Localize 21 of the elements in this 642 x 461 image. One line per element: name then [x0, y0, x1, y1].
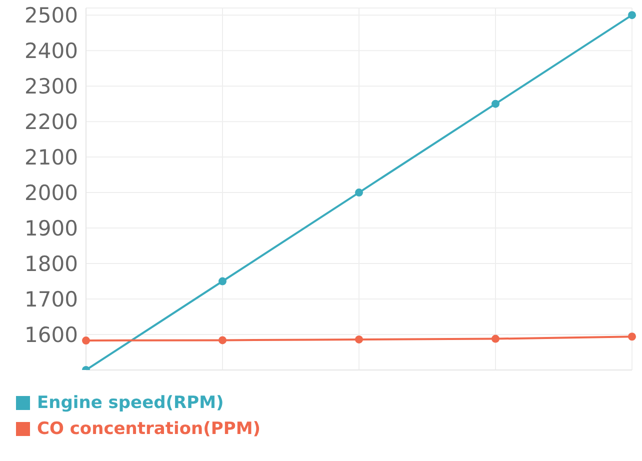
- point: [355, 335, 363, 344]
- point: [218, 336, 226, 344]
- y-tick-label: 2500: [24, 4, 78, 28]
- y-tick-label: 1800: [24, 252, 78, 276]
- y-tick-label: 2200: [24, 110, 78, 134]
- point: [492, 334, 500, 343]
- y-tick-label: 2400: [24, 39, 78, 64]
- point: [492, 100, 500, 108]
- legend-label: Engine speed(RPM): [37, 393, 224, 413]
- y-tick-label: 1900: [24, 216, 78, 240]
- point: [82, 336, 90, 345]
- point: [628, 332, 636, 341]
- point: [355, 188, 363, 197]
- y-tick-label: 2300: [24, 74, 78, 99]
- point: [628, 11, 636, 20]
- y-tick-label: 1600: [24, 322, 78, 347]
- legend-label: CO concentration(PPM): [37, 419, 261, 439]
- y-tick-label: 2000: [24, 181, 78, 206]
- y-tick-label: 1700: [24, 287, 78, 312]
- y-tick-label: 2100: [24, 146, 78, 170]
- point: [218, 277, 226, 286]
